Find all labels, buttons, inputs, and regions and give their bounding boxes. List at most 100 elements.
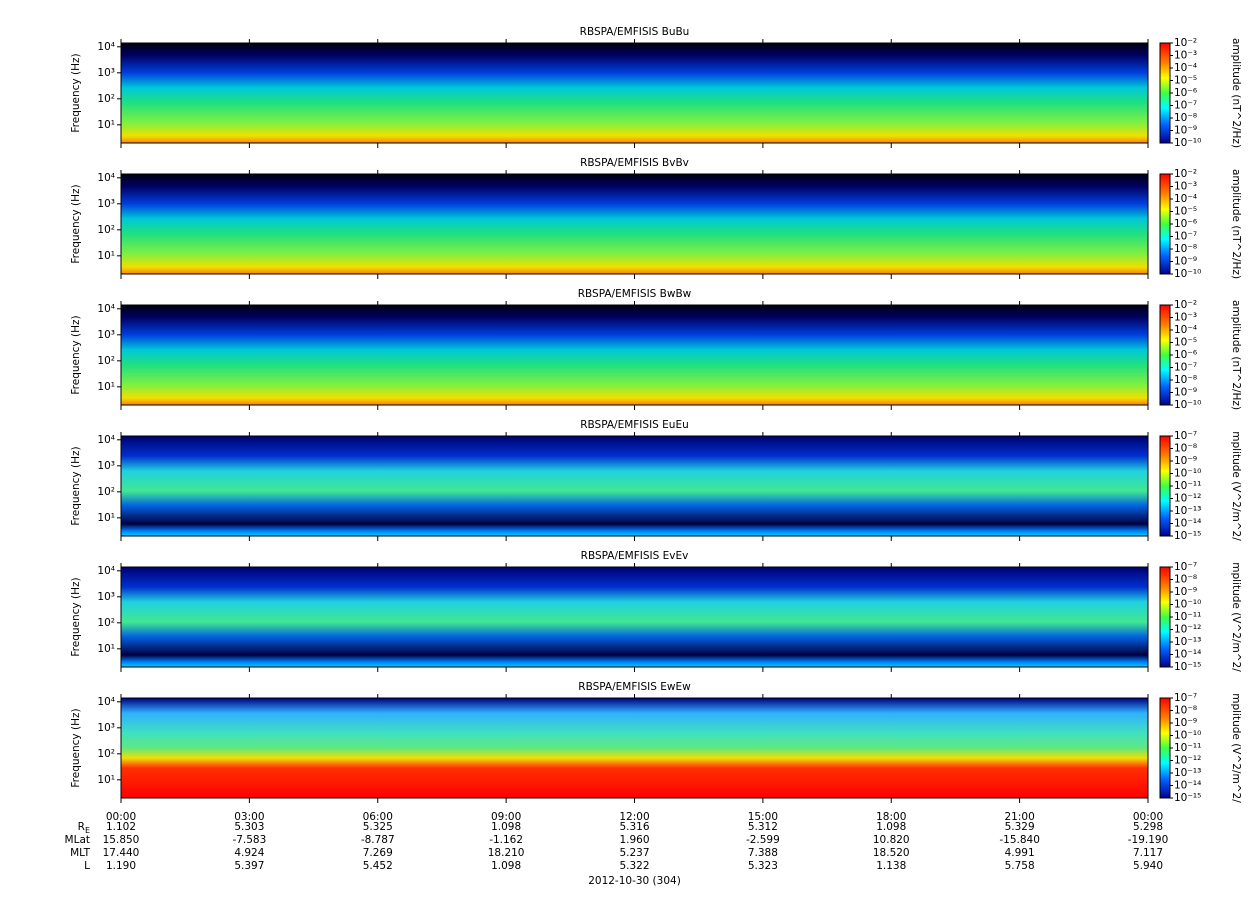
- colorbar-label: amplitude (nT^2/Hz): [1230, 169, 1242, 279]
- colorbar-tick-label: 10⁻¹⁴: [1174, 518, 1201, 530]
- colorbar: [1159, 304, 1171, 406]
- ephemeris-value: 4.924: [234, 847, 264, 859]
- ephemeris-name: MLT: [70, 847, 90, 859]
- y-tick-label: 10²: [97, 748, 115, 760]
- panel-title: RBSPA/EMFISIS BvBv: [580, 157, 689, 169]
- colorbar-tick-label: 10⁻⁷: [1174, 430, 1197, 442]
- colorbar-tick-label: 10⁻¹²: [1174, 624, 1201, 636]
- x-tick-label: 15:00: [748, 811, 778, 823]
- y-axis-label: Frequency (Hz): [70, 446, 82, 525]
- colorbar-tick-label: 10⁻⁷: [1174, 100, 1197, 112]
- panel-title: RBSPA/EMFISIS BuBu: [580, 26, 690, 38]
- colorbar-tick-label: 10⁻¹⁴: [1174, 649, 1201, 661]
- spectrogram-image: [121, 698, 1148, 798]
- y-axis-label: Frequency (Hz): [70, 53, 82, 132]
- colorbar-tick-label: 10⁻⁹: [1174, 586, 1197, 598]
- colorbar-tick-label: 10⁻¹³: [1174, 767, 1201, 779]
- colorbar-tick-label: 10⁻⁷: [1174, 692, 1197, 704]
- colorbar-tick-label: 10⁻⁹: [1174, 717, 1197, 729]
- colorbar-tick-label: 10⁻⁶: [1174, 218, 1197, 230]
- x-tick-label: 12:00: [619, 811, 649, 823]
- colorbar-tick-label: 10⁻³: [1174, 312, 1197, 324]
- colorbar-tick-label: 10⁻⁷: [1174, 231, 1197, 243]
- colorbar-label: mplitude (V^2/m^2/: [1230, 562, 1242, 672]
- ephemeris-value: 1.138: [876, 860, 906, 872]
- x-tick-label: 18:00: [876, 811, 906, 823]
- colorbar-tick-label: 10⁻⁵: [1174, 75, 1197, 87]
- y-tick-label: 10¹: [97, 512, 115, 524]
- colorbar-tick-label: 10⁻⁸: [1174, 574, 1197, 586]
- y-tick-label: 10¹: [97, 119, 115, 131]
- ephemeris-value: 1.098: [491, 821, 521, 833]
- ephemeris-value: 7.388: [748, 847, 778, 859]
- ephemeris-value: 5.237: [619, 847, 649, 859]
- ephemeris-value: 5.452: [363, 860, 393, 872]
- y-tick-label: 10⁴: [97, 303, 115, 315]
- panel-title: RBSPA/EMFISIS EwEw: [578, 681, 691, 693]
- ephemeris-value: 5.312: [748, 821, 778, 833]
- spectrogram-image: [121, 305, 1148, 405]
- colorbar-tick-label: 10⁻¹⁰: [1174, 137, 1201, 149]
- ephemeris-value: 5.325: [363, 821, 393, 833]
- ephemeris-name: L: [84, 860, 90, 872]
- y-tick-label: 10²: [97, 486, 115, 498]
- y-tick-label: 10²: [97, 355, 115, 367]
- ephemeris-value: 5.323: [748, 860, 778, 872]
- spectrogram-image: [121, 436, 1148, 536]
- spectrogram-image: [121, 567, 1148, 667]
- x-tick-label: 00:00: [1133, 811, 1163, 823]
- panel-title: RBSPA/EMFISIS EvEv: [581, 550, 689, 562]
- y-axis-label: Frequency (Hz): [70, 184, 82, 263]
- ephemeris-value: 7.117: [1133, 847, 1163, 859]
- x-tick-label: 03:00: [234, 811, 264, 823]
- x-tick-label: 09:00: [491, 811, 521, 823]
- date-label: 2012-10-30 (304): [588, 875, 681, 887]
- ephemeris-value: 18.210: [488, 847, 525, 859]
- ephemeris-value: 5.397: [234, 860, 264, 872]
- ephemeris-value: 7.269: [363, 847, 393, 859]
- ephemeris-value: 4.991: [1005, 847, 1035, 859]
- ephemeris-value: -19.190: [1128, 834, 1169, 846]
- x-tick-label: 00:00: [106, 811, 136, 823]
- y-tick-label: 10⁴: [97, 696, 115, 708]
- colorbar-tick-label: 10⁻³: [1174, 181, 1197, 193]
- ephemeris-value: -2.599: [746, 834, 780, 846]
- colorbar-tick-label: 10⁻⁸: [1174, 112, 1197, 124]
- y-tick-label: 10³: [97, 67, 115, 79]
- y-tick-label: 10¹: [97, 643, 115, 655]
- colorbar-tick-label: 10⁻²: [1174, 37, 1197, 49]
- x-tick-label: 06:00: [363, 811, 393, 823]
- ephemeris-value: 5.322: [619, 860, 649, 872]
- ephemeris-value: 10.820: [873, 834, 910, 846]
- y-tick-label: 10¹: [97, 381, 115, 393]
- colorbar: [1159, 435, 1171, 537]
- ephemeris-name: MLat: [65, 834, 90, 846]
- colorbar-tick-label: 10⁻¹²: [1174, 493, 1201, 505]
- y-tick-label: 10²: [97, 617, 115, 629]
- ephemeris-value: 17.440: [103, 847, 140, 859]
- colorbar-label: mplitude (V^2/m^2/: [1230, 693, 1242, 803]
- ephemeris-value: 1.190: [106, 860, 136, 872]
- colorbar-tick-label: 10⁻⁷: [1174, 561, 1197, 573]
- colorbar-tick-label: 10⁻⁸: [1174, 243, 1197, 255]
- colorbar-tick-label: 10⁻⁹: [1174, 455, 1197, 467]
- colorbar: [1159, 566, 1171, 668]
- colorbar-tick-label: 10⁻¹⁵: [1174, 792, 1201, 804]
- colorbar-tick-label: 10⁻⁵: [1174, 206, 1197, 218]
- ephemeris-value: 5.303: [234, 821, 264, 833]
- colorbar-tick-label: 10⁻⁹: [1174, 387, 1197, 399]
- ephemeris-value: 5.316: [619, 821, 649, 833]
- y-axis-label: Frequency (Hz): [70, 708, 82, 787]
- ephemeris-row-label: MLat: [65, 834, 90, 846]
- x-tick-label: 21:00: [1004, 811, 1034, 823]
- colorbar-tick-label: 10⁻⁵: [1174, 337, 1197, 349]
- colorbar-tick-label: 10⁻⁸: [1174, 705, 1197, 717]
- ephemeris-value: -8.787: [361, 834, 395, 846]
- ephemeris-value: 5.940: [1133, 860, 1163, 872]
- ephemeris-value: 15.850: [103, 834, 140, 846]
- colorbar-tick-label: 10⁻⁴: [1174, 62, 1197, 74]
- ephemeris-value: 1.102: [106, 821, 136, 833]
- colorbar-label: mplitude (V^2/m^2/: [1230, 431, 1242, 541]
- colorbar-tick-label: 10⁻²: [1174, 168, 1197, 180]
- colorbar: [1159, 697, 1171, 799]
